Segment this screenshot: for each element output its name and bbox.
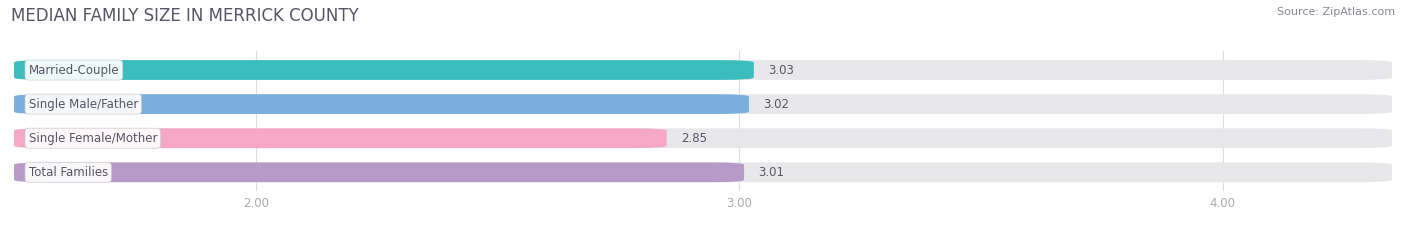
FancyBboxPatch shape (14, 94, 1392, 114)
Text: 3.01: 3.01 (759, 166, 785, 179)
Text: MEDIAN FAMILY SIZE IN MERRICK COUNTY: MEDIAN FAMILY SIZE IN MERRICK COUNTY (11, 7, 359, 25)
FancyBboxPatch shape (14, 128, 666, 148)
Text: Single Male/Father: Single Male/Father (28, 98, 138, 111)
FancyBboxPatch shape (14, 162, 744, 182)
FancyBboxPatch shape (14, 128, 1392, 148)
Text: 2.85: 2.85 (682, 132, 707, 145)
Text: Single Female/Mother: Single Female/Mother (28, 132, 157, 145)
FancyBboxPatch shape (14, 60, 1392, 80)
Text: Source: ZipAtlas.com: Source: ZipAtlas.com (1277, 7, 1395, 17)
Text: Total Families: Total Families (28, 166, 108, 179)
FancyBboxPatch shape (14, 60, 754, 80)
Text: 3.02: 3.02 (763, 98, 789, 111)
FancyBboxPatch shape (14, 162, 1392, 182)
Text: Married-Couple: Married-Couple (28, 64, 120, 76)
FancyBboxPatch shape (14, 94, 749, 114)
Text: 3.03: 3.03 (768, 64, 794, 76)
